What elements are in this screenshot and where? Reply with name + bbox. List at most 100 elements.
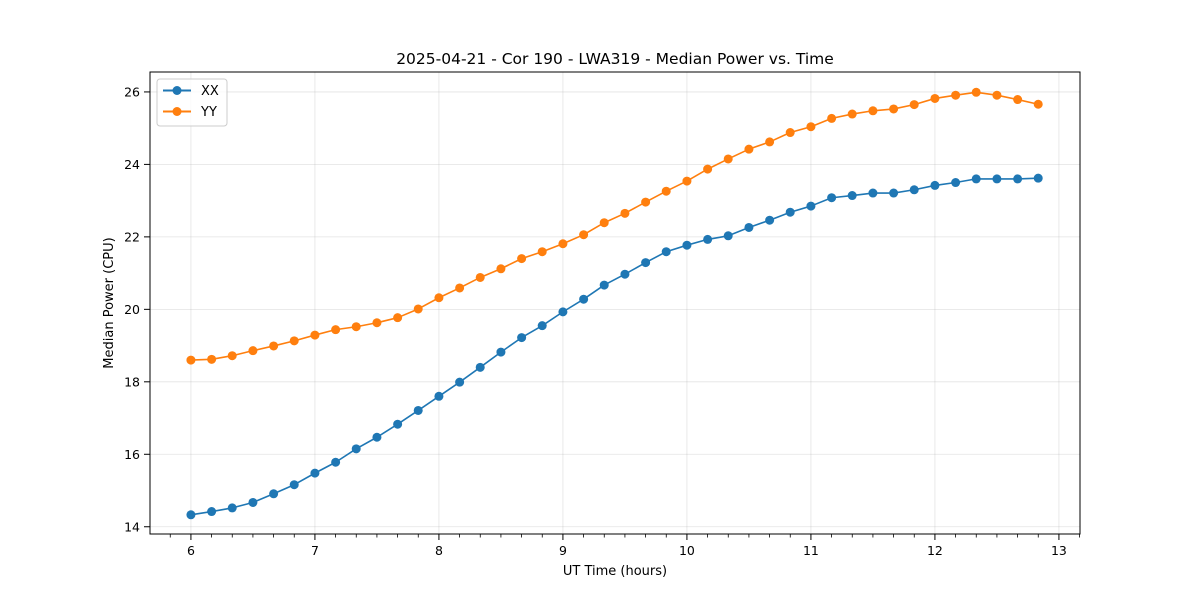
data-point-xx bbox=[207, 507, 217, 517]
data-point-xx bbox=[413, 405, 423, 415]
y-tick-label: 24 bbox=[124, 157, 140, 172]
data-point-yy bbox=[992, 90, 1002, 100]
data-point-xx bbox=[372, 432, 382, 442]
data-point-xx bbox=[992, 174, 1002, 184]
y-axis-label: Median Power (CPU) bbox=[102, 237, 117, 368]
data-point-yy bbox=[744, 144, 754, 154]
data-point-yy bbox=[393, 313, 403, 323]
grid-lines bbox=[150, 72, 1080, 534]
data-point-xx bbox=[1033, 173, 1043, 183]
data-point-yy bbox=[785, 128, 795, 138]
data-point-xx bbox=[889, 188, 899, 198]
data-point-xx bbox=[227, 503, 237, 513]
data-point-yy bbox=[269, 341, 279, 351]
x-axis-ticks: 6 7 8 9 10 11 12 13 bbox=[187, 534, 1067, 558]
data-point-yy bbox=[579, 230, 589, 240]
data-point-yy bbox=[186, 355, 196, 365]
data-point-xx bbox=[310, 468, 320, 478]
data-point-yy bbox=[909, 100, 919, 110]
legend-marker-xx bbox=[172, 86, 182, 95]
y-axis-ticks: 14 16 18 20 22 24 26 bbox=[124, 84, 150, 534]
x-tick-label: 7 bbox=[311, 543, 319, 558]
data-point-xx bbox=[517, 333, 527, 343]
x-tick-label: 10 bbox=[679, 543, 695, 558]
data-point-yy bbox=[827, 113, 837, 123]
x-tick-label: 9 bbox=[559, 543, 567, 558]
data-point-xx bbox=[723, 231, 733, 241]
data-point-yy bbox=[558, 239, 568, 249]
data-point-xx bbox=[661, 247, 671, 257]
data-point-yy bbox=[703, 164, 713, 174]
data-point-yy bbox=[372, 318, 382, 328]
data-point-yy bbox=[1013, 95, 1023, 105]
data-point-xx bbox=[744, 222, 754, 232]
data-point-yy bbox=[599, 218, 609, 228]
data-point-xx bbox=[558, 307, 568, 317]
x-tick-label: 13 bbox=[1051, 543, 1067, 558]
data-point-xx bbox=[930, 180, 940, 190]
data-point-yy bbox=[289, 336, 299, 346]
y-tick-label: 16 bbox=[124, 447, 140, 462]
data-point-yy bbox=[310, 330, 320, 340]
data-point-yy bbox=[227, 351, 237, 361]
data-point-yy bbox=[951, 90, 961, 100]
data-point-xx bbox=[682, 240, 692, 250]
data-point-yy bbox=[765, 137, 775, 147]
plot-frame bbox=[149, 71, 1081, 535]
data-point-yy bbox=[434, 293, 444, 303]
data-point-yy bbox=[475, 272, 485, 282]
data-point-xx bbox=[475, 362, 485, 372]
data-point-xx bbox=[248, 497, 258, 507]
data-point-yy bbox=[806, 122, 816, 132]
data-point-xx bbox=[289, 480, 299, 490]
y-tick-label: 22 bbox=[124, 229, 140, 244]
data-point-yy bbox=[682, 176, 692, 186]
data-point-yy bbox=[537, 247, 547, 257]
y-tick-label: 18 bbox=[124, 374, 140, 389]
data-point-xx bbox=[909, 185, 919, 195]
data-point-xx bbox=[331, 457, 341, 467]
legend-label-xx: XX bbox=[201, 84, 219, 99]
data-point-xx bbox=[269, 489, 279, 499]
data-point-xx bbox=[537, 321, 547, 331]
data-point-xx bbox=[785, 207, 795, 217]
x-tick-label: 6 bbox=[187, 543, 195, 558]
y-tick-label: 20 bbox=[124, 302, 140, 317]
data-point-xx bbox=[496, 347, 506, 357]
data-point-xx bbox=[806, 201, 816, 211]
data-point-xx bbox=[351, 444, 361, 454]
data-point-yy bbox=[723, 154, 733, 164]
data-point-xx bbox=[641, 258, 651, 268]
data-point-xx bbox=[434, 391, 444, 401]
legend: XX YY bbox=[156, 78, 228, 127]
data-point-yy bbox=[248, 346, 258, 356]
data-point-yy bbox=[413, 304, 423, 314]
data-point-yy bbox=[868, 106, 878, 116]
data-point-yy bbox=[641, 197, 651, 207]
data-point-yy bbox=[351, 322, 361, 332]
data-point-yy bbox=[1033, 99, 1043, 109]
x-tick-label: 12 bbox=[927, 543, 943, 558]
data-point-yy bbox=[517, 254, 527, 264]
data-point-xx bbox=[186, 510, 196, 520]
x-axis-label: UT Time (hours) bbox=[563, 564, 667, 579]
data-point-yy bbox=[847, 109, 857, 119]
data-point-yy bbox=[207, 354, 217, 364]
data-point-xx bbox=[827, 193, 837, 203]
data-point-xx bbox=[951, 178, 961, 188]
legend-label-yy: YY bbox=[200, 105, 217, 120]
data-point-yy bbox=[661, 186, 671, 196]
data-point-yy bbox=[620, 208, 630, 218]
data-point-xx bbox=[847, 191, 857, 201]
data-point-yy bbox=[496, 264, 506, 274]
legend-marker-yy bbox=[172, 107, 182, 116]
data-point-xx bbox=[579, 294, 589, 304]
data-point-xx bbox=[765, 215, 775, 225]
data-series bbox=[186, 87, 1043, 520]
data-point-xx bbox=[455, 377, 465, 387]
x-minor-ticks bbox=[169, 534, 1080, 538]
data-point-xx bbox=[703, 234, 713, 244]
y-tick-label: 26 bbox=[124, 84, 140, 99]
x-tick-label: 8 bbox=[435, 543, 443, 558]
